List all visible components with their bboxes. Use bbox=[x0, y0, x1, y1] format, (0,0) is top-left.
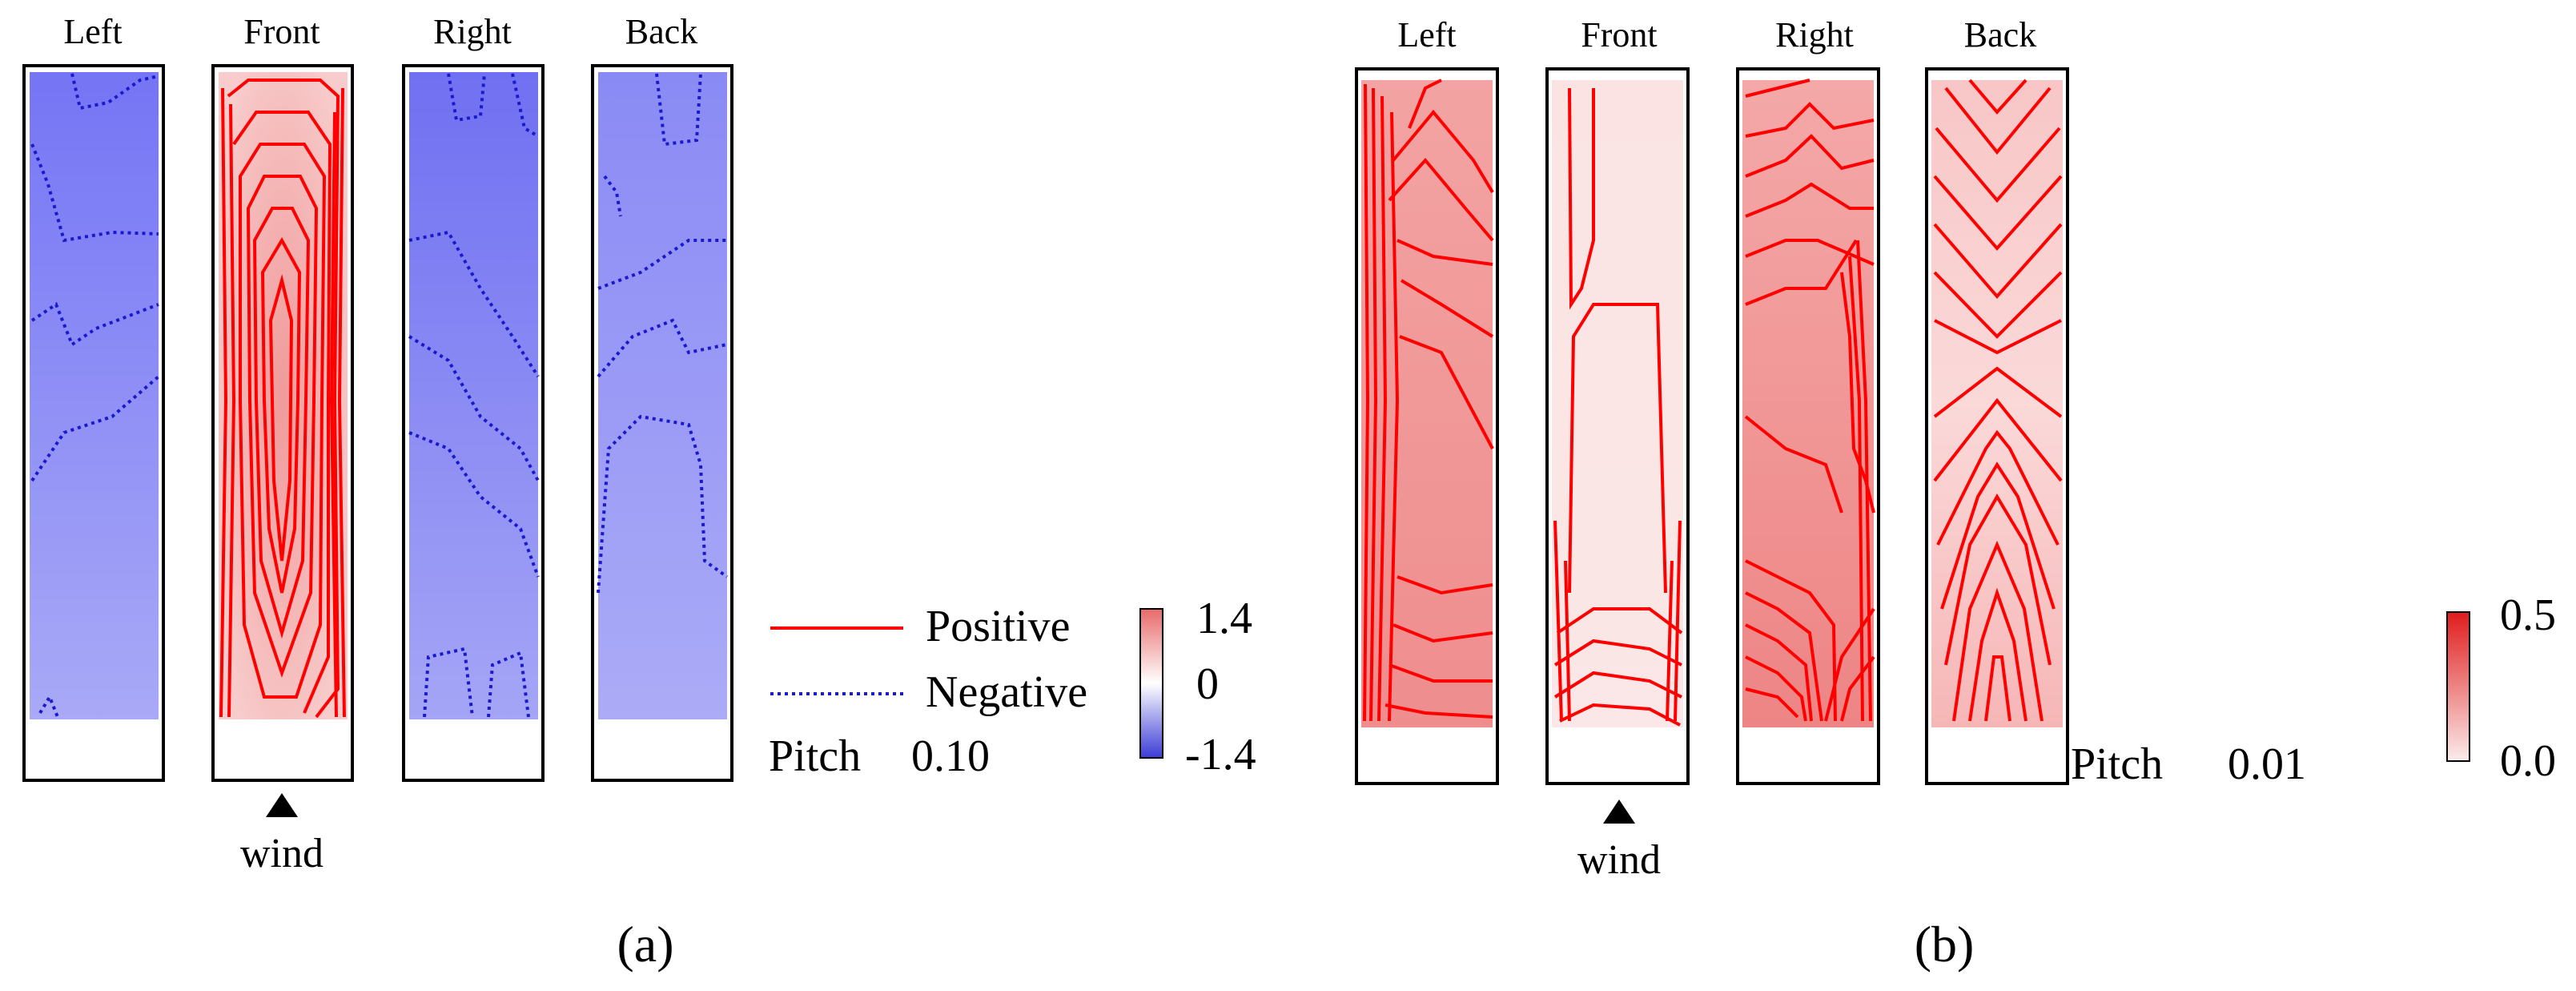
contour-lines bbox=[30, 73, 160, 718]
colorbar-gradient bbox=[1139, 608, 1163, 759]
face-title-b-back: Back bbox=[1964, 15, 2036, 54]
wind-arrow-icon bbox=[266, 793, 298, 817]
pitch-value-a: 0.10 bbox=[911, 731, 990, 781]
colorbar-a-tick-max: 1.4 bbox=[1196, 594, 1252, 643]
face-title-b-left: Left bbox=[1397, 15, 1456, 54]
face-b-back: Back bbox=[1925, 15, 2069, 785]
face-title-b-front: Front bbox=[1581, 15, 1657, 54]
face-a-left: Left bbox=[22, 12, 165, 782]
face-title-a-right: Right bbox=[433, 12, 512, 51]
panel-label-b: (b) bbox=[1915, 916, 1975, 973]
face-b-right: Right bbox=[1736, 15, 1880, 785]
legend-negative-label: Negative bbox=[926, 667, 1087, 717]
pitch-label-b: Pitch bbox=[2071, 739, 2163, 789]
colorbar-b-tick-max: 0.5 bbox=[2500, 590, 2556, 640]
panel-a: Left Front bbox=[22, 12, 1256, 973]
face-b-front: Front wind bbox=[1545, 15, 1690, 883]
face-a-front: Front wind bbox=[211, 12, 354, 876]
legend-positive-label: Positive bbox=[926, 602, 1070, 651]
face-a-back: Back bbox=[591, 12, 733, 782]
colorbar-a-tick-min: -1.4 bbox=[1185, 730, 1256, 780]
contour-lines bbox=[1553, 87, 1683, 727]
face-title-a-back: Back bbox=[625, 12, 697, 51]
wind-arrow-icon bbox=[1603, 800, 1635, 824]
face-a-right: Right bbox=[402, 12, 545, 782]
legend-a: Positive Negative Pitch 0.10 bbox=[769, 602, 1087, 781]
heat-field bbox=[30, 72, 159, 719]
contour-lines bbox=[1933, 79, 2063, 722]
face-title-a-front: Front bbox=[243, 12, 319, 51]
face-title-a-left: Left bbox=[63, 12, 122, 51]
colorbar-b: 0.5 0.0 bbox=[2446, 590, 2556, 786]
face-title-b-right: Right bbox=[1775, 15, 1854, 54]
pitch-value-b: 0.01 bbox=[2228, 739, 2306, 789]
contour-lines bbox=[597, 73, 729, 594]
colorbar-a-tick-zero: 0 bbox=[1196, 659, 1219, 709]
panel-label-a: (a) bbox=[617, 916, 673, 973]
pitch-label-a: Pitch bbox=[769, 731, 861, 781]
contour-lines bbox=[408, 73, 540, 718]
contour-lines bbox=[1363, 79, 1494, 722]
contour-lines bbox=[219, 79, 346, 719]
colorbar-b-tick-min: 0.0 bbox=[2500, 736, 2556, 786]
colorbar-a: 1.4 0 -1.4 bbox=[1139, 594, 1256, 780]
heat-field bbox=[598, 72, 727, 719]
colorbar-gradient bbox=[2446, 611, 2470, 762]
contour-lines bbox=[1744, 79, 1875, 722]
wind-label-b: wind bbox=[1577, 837, 1661, 883]
face-b-left: Left bbox=[1355, 15, 1499, 785]
panel-b: Left Front bbox=[1355, 15, 2556, 973]
wind-label-a: wind bbox=[240, 831, 324, 876]
heat-field bbox=[409, 72, 538, 719]
